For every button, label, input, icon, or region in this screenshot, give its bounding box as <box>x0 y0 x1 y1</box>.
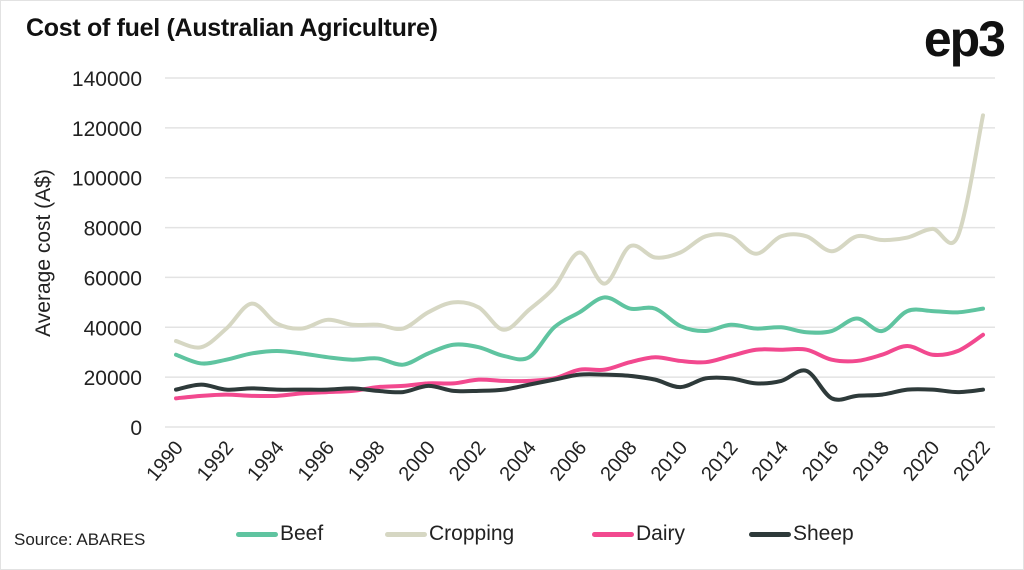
x-tick-labels: 1990 1992 1994 1996 1998 2000 2002 2004 2006 2008… <box>142 437 994 485</box>
series-line-cropping <box>174 113 985 350</box>
legend-swatch-cropping <box>385 531 427 537</box>
legend-label-cropping: Cropping <box>429 522 515 545</box>
legend-label-sheep: Sheep <box>793 522 854 545</box>
x-tick-label: 2020 <box>899 437 944 485</box>
y-tick-label: 60000 <box>84 267 142 290</box>
chart-title: Cost of fuel (Australian Agriculture) <box>26 14 438 42</box>
legend: Beef Cropping Dairy Sheep <box>0 520 1024 550</box>
y-tick-label: 20000 <box>84 367 142 390</box>
x-tick-label: 2022 <box>949 437 994 485</box>
x-tick-label: 1994 <box>243 437 288 485</box>
x-tick-label: 2014 <box>748 437 793 485</box>
y-tick-labels: 0 20000 40000 60000 80000 100000 120000 140000 <box>72 68 142 440</box>
x-tick-label: 2018 <box>848 437 893 485</box>
series-line-beef <box>174 295 985 367</box>
x-tick-label: 1992 <box>193 437 238 485</box>
y-tick-label: 40000 <box>84 317 142 340</box>
legend-swatch-dairy <box>592 531 634 537</box>
x-tick-label: 1998 <box>344 437 389 485</box>
x-tick-label: 2008 <box>596 437 641 485</box>
ep3-logo: ep3 <box>923 11 1006 67</box>
y-tick-label: 140000 <box>72 68 142 91</box>
legend-swatch-sheep <box>749 531 791 537</box>
x-tick-label: 2010 <box>647 437 692 485</box>
series-line-sheep <box>174 368 985 402</box>
y-tick-label: 120000 <box>72 118 142 141</box>
legend-item-sheep: Sheep <box>749 522 854 546</box>
y-tick-label: 0 <box>130 417 142 440</box>
series-lines <box>174 113 985 402</box>
grid-lines <box>165 77 995 428</box>
legend-item-cropping: Cropping <box>385 522 514 546</box>
x-tick-label: 2012 <box>697 437 742 485</box>
legend-item-beef: Beef <box>236 522 323 546</box>
y-axis-label: Average cost (A$) <box>32 169 55 337</box>
series-line-dairy <box>174 332 985 401</box>
legend-swatch-beef <box>236 531 278 537</box>
source-note: Source: ABARES <box>14 530 146 549</box>
y-tick-label: 80000 <box>84 218 142 241</box>
x-tick-label: 1990 <box>142 437 187 485</box>
x-tick-label: 2000 <box>395 437 440 485</box>
x-tick-label: 2006 <box>546 437 591 485</box>
legend-label-beef: Beef <box>280 522 324 545</box>
y-tick-label: 100000 <box>72 168 142 191</box>
x-tick-label: 2002 <box>445 437 490 485</box>
legend-label-dairy: Dairy <box>636 522 686 545</box>
legend-item-dairy: Dairy <box>592 522 685 546</box>
x-tick-label: 2016 <box>798 437 843 485</box>
x-tick-label: 2004 <box>495 437 540 485</box>
x-tick-label: 1996 <box>294 437 339 485</box>
